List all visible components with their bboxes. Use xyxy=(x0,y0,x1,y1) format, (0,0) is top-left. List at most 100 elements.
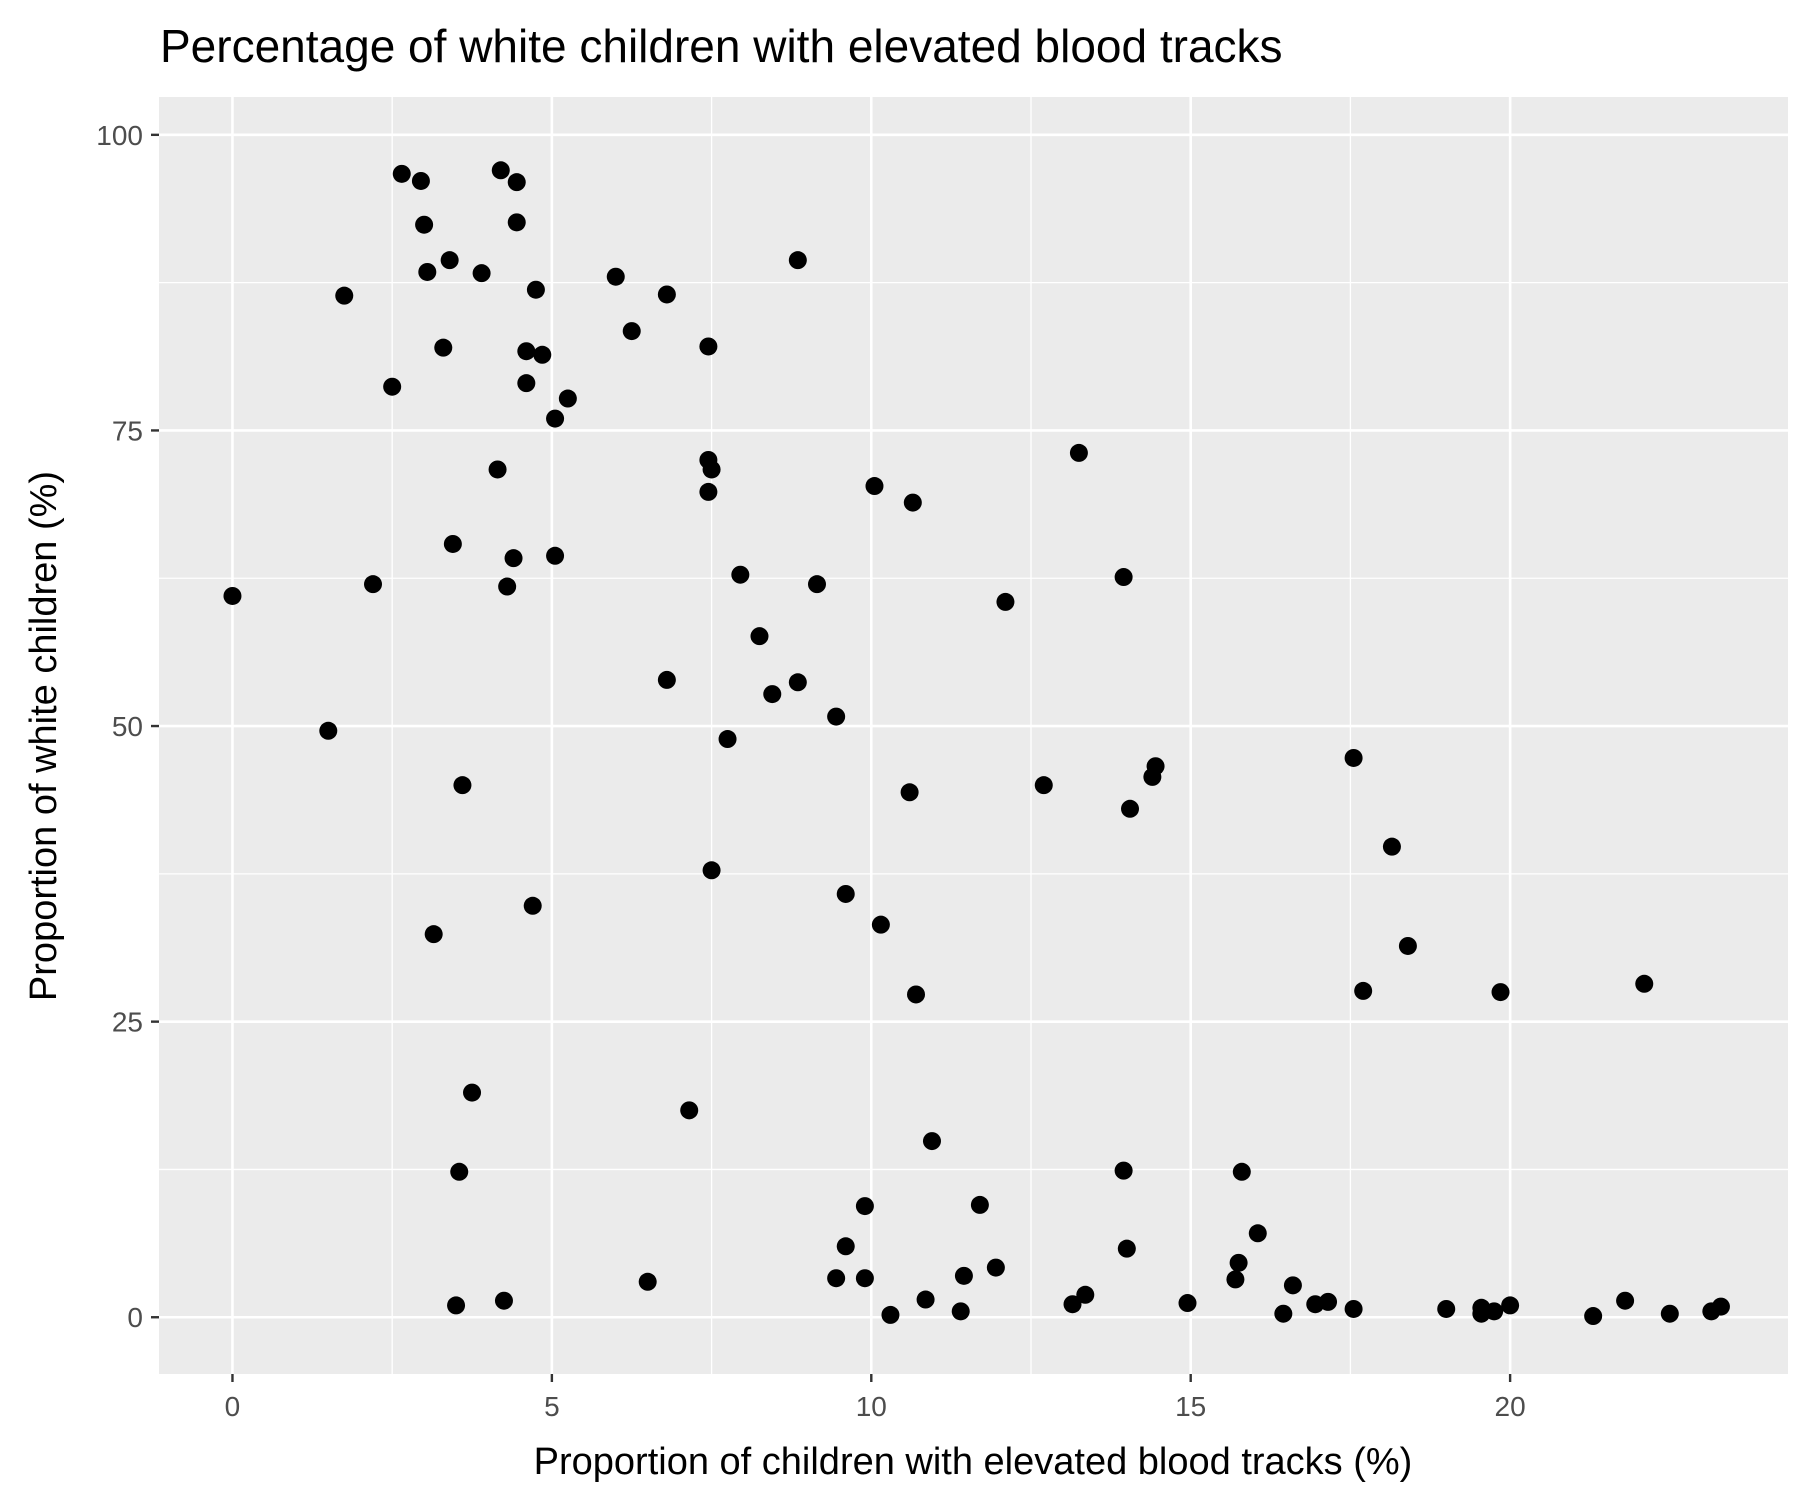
data-point xyxy=(546,546,565,565)
y-tick-label: 75 xyxy=(112,415,143,446)
data-point xyxy=(638,1272,657,1291)
data-point xyxy=(606,267,625,286)
plot-panel xyxy=(159,97,1788,1374)
data-point xyxy=(788,673,807,692)
data-point xyxy=(954,1266,973,1285)
x-tick-label: 10 xyxy=(856,1391,887,1422)
data-point xyxy=(1485,1302,1504,1321)
chart-title: Percentage of white children with elevat… xyxy=(160,20,1283,72)
data-point xyxy=(718,730,737,749)
data-point xyxy=(1616,1291,1635,1310)
data-point xyxy=(434,338,453,357)
data-point xyxy=(1069,443,1088,462)
data-point xyxy=(1711,1297,1730,1316)
data-point xyxy=(622,322,641,341)
data-point xyxy=(383,377,402,396)
data-point xyxy=(1584,1307,1603,1326)
data-point xyxy=(951,1302,970,1321)
data-point xyxy=(1146,757,1165,776)
data-point xyxy=(507,213,526,232)
data-point xyxy=(392,164,411,183)
data-point xyxy=(881,1305,900,1324)
y-tick-label: 0 xyxy=(127,1302,143,1333)
data-point xyxy=(494,1291,513,1310)
x-tick-label: 20 xyxy=(1495,1391,1526,1422)
data-point xyxy=(657,670,676,689)
data-point xyxy=(411,171,430,190)
x-tick-label: 15 xyxy=(1175,1391,1206,1422)
major-gridlines xyxy=(159,97,1788,1374)
data-point xyxy=(986,1258,1005,1277)
data-point xyxy=(731,565,750,584)
data-point xyxy=(424,925,443,944)
data-point xyxy=(1121,799,1140,818)
data-point xyxy=(364,575,383,594)
data-point xyxy=(702,460,721,479)
data-point xyxy=(1344,748,1363,767)
data-point xyxy=(223,586,242,605)
data-point xyxy=(1501,1296,1520,1315)
data-point xyxy=(907,985,926,1004)
data-point xyxy=(1283,1276,1302,1295)
data-point xyxy=(922,1132,941,1151)
data-point xyxy=(1319,1292,1338,1311)
y-axis: 0 25 50 75 100 xyxy=(96,120,159,1333)
x-tick-label: 5 xyxy=(544,1391,560,1422)
data-point xyxy=(1382,837,1401,856)
data-point xyxy=(836,1237,855,1256)
data-point xyxy=(1034,776,1053,795)
data-point xyxy=(453,776,472,795)
data-point xyxy=(855,1269,874,1288)
data-point xyxy=(447,1296,466,1315)
x-axis-title: Proportion of children with elevated blo… xyxy=(534,1441,1413,1483)
data-point xyxy=(1437,1299,1456,1318)
data-point xyxy=(504,549,523,568)
data-point xyxy=(1248,1224,1267,1243)
data-point xyxy=(855,1197,874,1216)
data-point xyxy=(699,482,718,501)
data-point xyxy=(488,460,507,479)
x-tick-label: 0 xyxy=(225,1391,241,1422)
data-point xyxy=(1117,1239,1136,1258)
data-point xyxy=(900,783,919,802)
data-point xyxy=(807,575,826,594)
data-point xyxy=(533,345,552,364)
data-point xyxy=(523,896,542,915)
y-tick-label: 25 xyxy=(112,1007,143,1038)
data-point xyxy=(319,721,338,740)
data-point xyxy=(763,685,782,704)
data-point xyxy=(517,342,536,361)
data-point xyxy=(450,1162,469,1181)
data-point xyxy=(440,251,459,270)
data-point xyxy=(1660,1304,1679,1323)
data-point xyxy=(680,1101,699,1120)
data-point xyxy=(1076,1285,1095,1304)
data-point xyxy=(1063,1295,1082,1314)
data-point xyxy=(1226,1270,1245,1289)
y-axis-title: Proportion of white children (%) xyxy=(23,471,65,1001)
data-point xyxy=(750,627,769,646)
data-points xyxy=(223,161,1730,1326)
data-point xyxy=(558,389,577,408)
data-point xyxy=(1491,983,1510,1002)
data-point xyxy=(865,477,884,496)
data-point xyxy=(415,215,434,234)
data-point xyxy=(1274,1304,1293,1323)
data-point xyxy=(1229,1253,1248,1272)
data-point xyxy=(1635,974,1654,993)
data-point xyxy=(657,285,676,304)
data-point xyxy=(443,534,462,553)
data-point xyxy=(1114,568,1133,587)
minor-gridlines xyxy=(159,97,1788,1374)
data-point xyxy=(1354,981,1373,1000)
data-point xyxy=(463,1083,482,1102)
data-point xyxy=(827,707,846,726)
data-point xyxy=(491,161,510,180)
data-point xyxy=(335,286,354,305)
data-point xyxy=(827,1269,846,1288)
data-point xyxy=(507,173,526,192)
data-point xyxy=(517,374,536,393)
y-tick-label: 100 xyxy=(96,120,143,151)
data-point xyxy=(970,1195,989,1214)
